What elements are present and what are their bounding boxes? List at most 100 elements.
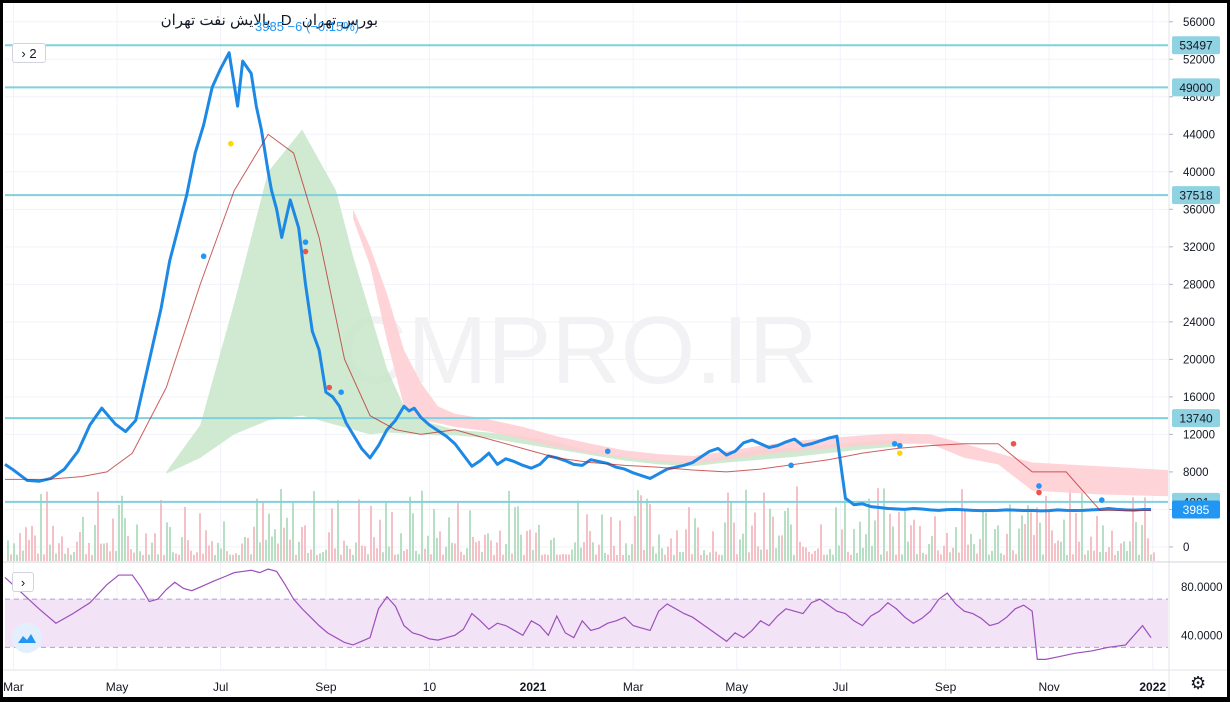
volume-bar [538,524,540,561]
volume-bar [268,513,270,561]
volume-bar [175,553,177,561]
volume-bar [382,552,384,561]
volume-bar [1009,504,1011,561]
volume-bar [931,535,933,561]
volume-bar [475,542,477,561]
volume-bar [709,552,711,561]
symbol-title[interactable]: پالایش نفت تهران D بورس تهران [155,11,378,29]
volume-bar [223,521,225,561]
volume-bar [16,554,18,561]
signal-marker [1010,440,1017,447]
volume-bar [208,545,210,561]
signal-marker [302,248,309,255]
volume-bar [925,554,927,561]
tradingview-logo-icon[interactable] [12,623,42,653]
volume-bar [79,531,81,561]
price-line[interactable] [4,51,1152,513]
volume-bar [775,548,777,561]
volume-bar [310,549,312,561]
volume-bar [115,551,117,561]
volume-bar [1093,550,1095,561]
volume-bar [682,551,684,561]
volume-bar [226,551,228,561]
volume-bar [1024,523,1026,561]
volume-bar [562,553,564,561]
volume-bar [745,489,747,561]
volume-bar [1060,541,1062,561]
level-badge[interactable] [1172,78,1220,97]
x-tick-label: 10 [423,680,437,694]
y-tick-label: 32000 [1183,242,1215,254]
volume-bar [907,541,909,561]
volume-bar [901,554,903,561]
volume-bar [880,554,882,561]
volume-bar [1066,554,1068,561]
volume-bar [811,553,813,561]
volume-bar [145,533,147,561]
volume-bar [637,490,639,561]
y-tick-label: 24000 [1183,317,1215,329]
level-badge[interactable] [1172,186,1220,205]
signal-marker [228,140,234,147]
volume-bar [1129,541,1131,561]
volume-bar [436,537,438,561]
level-badge[interactable] [1172,36,1220,55]
volume-bar [1036,507,1038,561]
volume-bar [211,541,213,561]
volume-bar [1147,538,1149,561]
rsi-line[interactable] [4,568,1152,660]
volume-bar [802,546,804,561]
volume-bar [829,548,831,561]
volume-bar [787,507,789,561]
volume-bar [961,489,963,561]
interval-label[interactable]: D [280,12,292,29]
volume-bar [1045,496,1047,561]
volume-bar [118,504,120,561]
volume-bar [766,549,768,561]
volume-bar [181,537,183,561]
x-tick-label: Mar [623,680,644,694]
volume-bar [940,554,942,561]
volume-bar [217,542,219,561]
volume-bar [712,531,714,561]
volume-bar [553,537,555,561]
indicators-toggle-button[interactable]: › 2 [12,43,46,63]
kijun-line[interactable] [5,133,1152,511]
volume-bar [859,521,861,561]
volume-bar [1132,497,1134,561]
volume-bar [61,536,63,561]
volume-bar [127,535,129,561]
rsi-pane-toggle-button[interactable]: › [12,572,34,592]
volume-bar [109,551,111,561]
volume-bar [271,536,273,561]
last-price-badge-label: 3985 [1183,503,1210,517]
volume-bar [628,554,630,561]
volume-bar [397,554,399,561]
level-badge[interactable] [1172,409,1220,428]
settings-gear-icon[interactable]: ⚙ [1190,673,1207,693]
volume-bar [748,552,750,561]
volume-bar [172,552,174,561]
volume-bar [103,543,105,561]
rsi-tick-label: 40.0000 [1181,630,1223,642]
volume-bar [856,553,858,561]
volume-bar [169,526,171,561]
volume-bar [73,552,75,561]
volume-bar [85,554,87,561]
volume-bar [151,542,153,561]
volume-bar [229,554,231,561]
volume-bar [67,547,69,561]
last-price-badge[interactable] [1172,500,1220,519]
volume-bar [94,524,96,561]
volume-bar [823,554,825,561]
volume-bar [886,551,888,561]
volume-bar [442,554,444,561]
volume-bar [97,491,99,561]
volume-bar [283,527,285,561]
volume-bar [826,554,828,561]
volume-bar [463,554,465,561]
volume-bar [781,535,783,561]
volume-bar [706,554,708,561]
chart-canvas[interactable]: CMPRO.IR 0400080001200016000200002400028… [3,3,1227,697]
x-tick-label: 2021 [520,680,547,694]
